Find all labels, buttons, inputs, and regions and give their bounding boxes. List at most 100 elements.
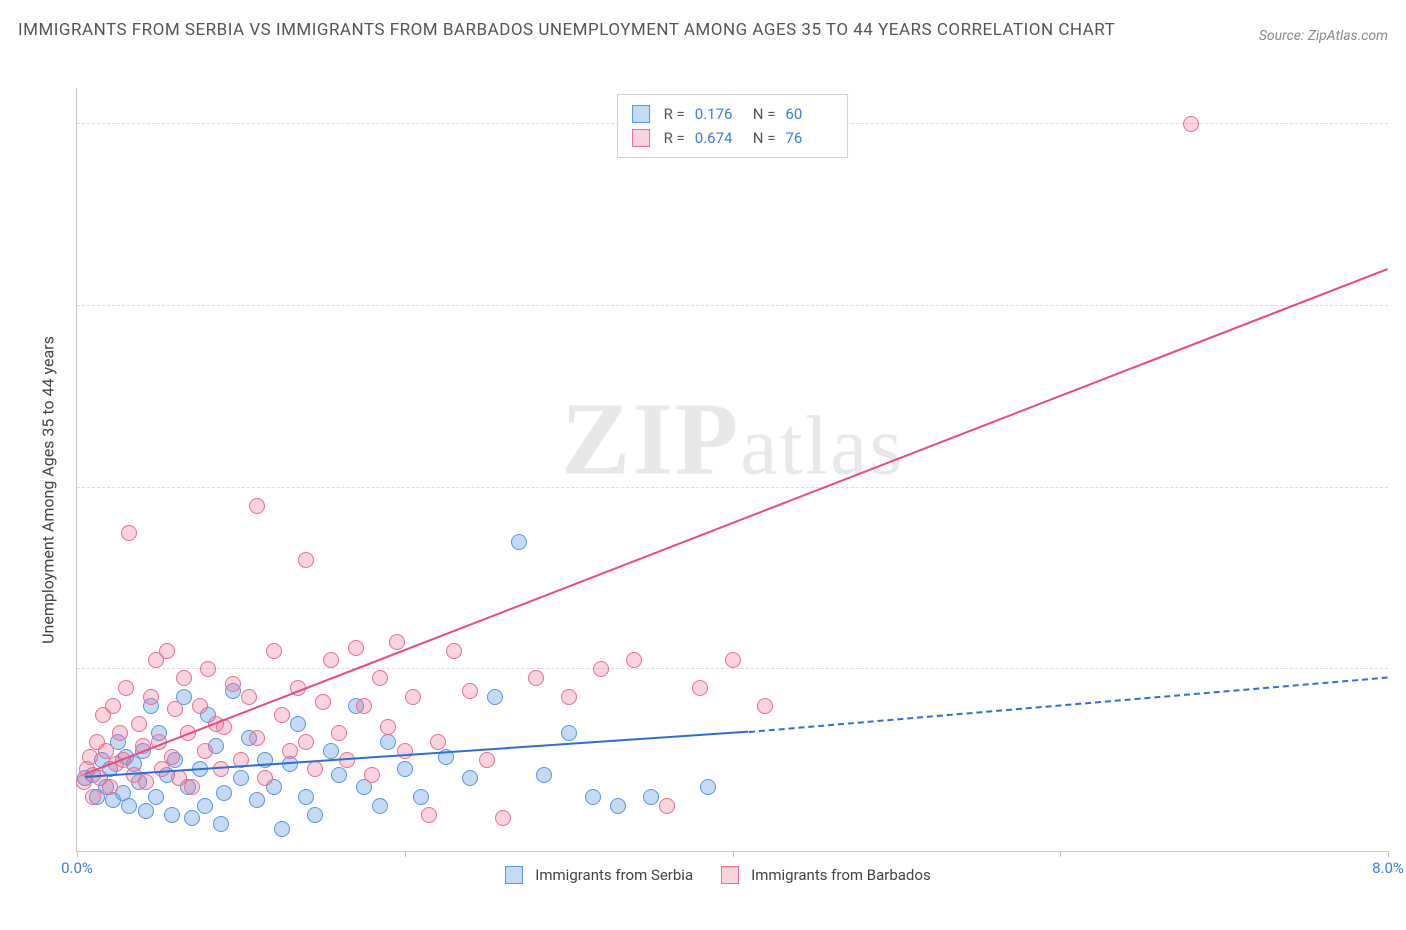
scatter-dot-barbados — [659, 798, 675, 814]
scatter-dot-barbados — [430, 734, 446, 750]
scatter-dot-serbia — [138, 803, 154, 819]
legend-stat-row-serbia: R = 0.176 N = 60 — [632, 102, 834, 126]
scatter-dot-barbados — [421, 807, 437, 823]
scatter-dot-serbia — [610, 798, 626, 814]
scatter-dot-barbados — [282, 743, 298, 759]
legend-stat-row-barbados: R = 0.674 N = 76 — [632, 126, 834, 150]
scatter-dot-barbados — [197, 743, 213, 759]
scatter-dot-serbia — [298, 789, 314, 805]
scatter-dot-serbia — [213, 816, 229, 832]
x-tick-mark — [405, 851, 406, 857]
legend-swatch — [505, 866, 523, 884]
scatter-dot-barbados — [241, 689, 257, 705]
scatter-dot-barbados — [167, 701, 183, 717]
scatter-dot-barbados — [479, 752, 495, 768]
scatter-dot-barbados — [131, 716, 147, 732]
n-value: 76 — [785, 126, 833, 150]
scatter-dot-barbados — [757, 698, 773, 714]
scatter-dot-barbados — [323, 652, 339, 668]
y-axis-label: Unemployment Among Ages 35 to 44 years — [39, 182, 58, 490]
scatter-dot-serbia — [561, 725, 577, 741]
scatter-dot-barbados — [364, 767, 380, 783]
r-label: R = — [664, 102, 685, 126]
scatter-dot-serbia — [380, 734, 396, 750]
scatter-dot-barbados — [138, 774, 154, 790]
r-label: R = — [664, 126, 685, 150]
scatter-dot-serbia — [121, 798, 137, 814]
header-row: IMMIGRANTS FROM SERBIA VS IMMIGRANTS FRO… — [18, 18, 1388, 44]
scatter-dot-barbados — [356, 698, 372, 714]
y-tick-label: 20.0% — [1396, 461, 1406, 479]
legend-label: Immigrants from Barbados — [751, 866, 931, 884]
scatter-dot-barbados — [1183, 116, 1199, 132]
scatter-dot-barbados — [405, 689, 421, 705]
legend-swatch — [632, 105, 650, 123]
legend-item-serbia: Immigrants from Serbia — [505, 866, 693, 884]
scatter-dot-barbados — [307, 761, 323, 777]
scatter-dot-barbados — [315, 694, 331, 710]
scatter-dot-barbados — [164, 749, 180, 765]
scatter-dot-barbados — [159, 643, 175, 659]
scatter-dot-barbados — [298, 734, 314, 750]
y-tick-label: 10.0% — [1396, 642, 1406, 660]
scatter-dot-serbia — [274, 821, 290, 837]
scatter-dot-barbados — [143, 689, 159, 705]
scatter-dot-serbia — [331, 767, 347, 783]
scatter-dot-barbados — [380, 719, 396, 735]
scatter-dot-serbia — [462, 770, 478, 786]
scatter-dot-barbados — [462, 683, 478, 699]
scatter-dot-barbados — [121, 525, 137, 541]
scatter-dot-barbados — [184, 779, 200, 795]
scatter-dot-serbia — [536, 767, 552, 783]
scatter-dot-barbados — [192, 698, 208, 714]
scatter-dot-barbados — [225, 676, 241, 692]
plot-wrap: Unemployment Among Ages 35 to 44 years Z… — [48, 88, 1388, 892]
scatter-dot-serbia — [307, 807, 323, 823]
scatter-dot-barbados — [85, 789, 101, 805]
x-tick-mark — [733, 851, 734, 857]
scatter-dot-barbados — [446, 643, 462, 659]
scatter-dot-serbia — [643, 789, 659, 805]
scatter-dot-barbados — [200, 661, 216, 677]
source-credit: Source: ZipAtlas.com — [1259, 28, 1388, 44]
scatter-dot-barbados — [725, 652, 741, 668]
regression-line-ext-serbia — [749, 676, 1388, 732]
legend-label: Immigrants from Serbia — [535, 866, 693, 884]
n-value: 60 — [785, 102, 833, 126]
scatter-dot-barbados — [348, 640, 364, 656]
x-tick-mark — [1060, 851, 1061, 857]
scatter-dot-serbia — [216, 785, 232, 801]
watermark: ZIPatlas — [561, 379, 904, 498]
scatter-dot-serbia — [372, 798, 388, 814]
legend-swatch — [632, 129, 650, 147]
x-tick-mark — [77, 851, 78, 857]
scatter-dot-barbados — [692, 680, 708, 696]
n-label: N = — [753, 102, 776, 126]
scatter-dot-barbados — [372, 670, 388, 686]
y-tick-label: 40.0% — [1396, 97, 1406, 115]
scatter-dot-serbia — [148, 789, 164, 805]
scatter-dot-barbados — [593, 661, 609, 677]
n-label: N = — [753, 126, 776, 150]
scatter-dot-barbados — [82, 749, 98, 765]
scatter-dot-serbia — [290, 716, 306, 732]
gridline — [77, 305, 1388, 306]
scatter-dot-barbados — [626, 652, 642, 668]
gridline — [77, 668, 1388, 669]
scatter-dot-serbia — [323, 743, 339, 759]
scatter-dot-serbia — [233, 770, 249, 786]
r-value: 0.674 — [695, 126, 743, 150]
scatter-dot-barbados — [528, 670, 544, 686]
scatter-dot-serbia — [413, 789, 429, 805]
scatter-dot-barbados — [118, 680, 134, 696]
plot-area: ZIPatlas R =0.176N =60R =0.674N =76 10.0… — [76, 88, 1388, 852]
scatter-dot-barbados — [176, 670, 192, 686]
legend-bottom: Immigrants from Serbia Immigrants from Ba… — [48, 866, 1388, 884]
scatter-dot-barbados — [257, 770, 273, 786]
r-value: 0.176 — [695, 102, 743, 126]
scatter-dot-serbia — [585, 789, 601, 805]
legend-stats: R = 0.176 N = 60 R = 0.674 N = 76 — [617, 94, 849, 158]
scatter-dot-barbados — [298, 552, 314, 568]
legend-swatch — [721, 866, 739, 884]
scatter-dot-serbia — [487, 689, 503, 705]
